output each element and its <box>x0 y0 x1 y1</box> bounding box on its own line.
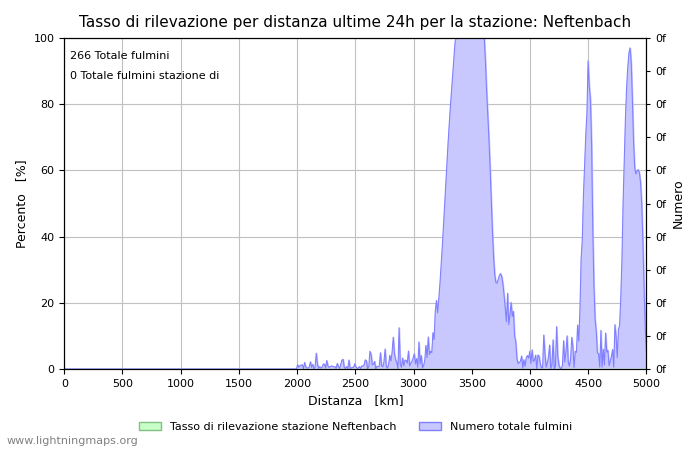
Y-axis label: Percento   [%]: Percento [%] <box>15 159 28 248</box>
Text: 266 Totale fulmini: 266 Totale fulmini <box>70 51 169 61</box>
Y-axis label: Numero: Numero <box>672 179 685 228</box>
Text: 0 Totale fulmini stazione di: 0 Totale fulmini stazione di <box>70 71 220 81</box>
Title: Tasso di rilevazione per distanza ultime 24h per la stazione: Neftenbach: Tasso di rilevazione per distanza ultime… <box>79 15 631 30</box>
Text: www.lightningmaps.org: www.lightningmaps.org <box>7 436 139 446</box>
Legend: Tasso di rilevazione stazione Neftenbach, Numero totale fulmini: Tasso di rilevazione stazione Neftenbach… <box>134 417 576 436</box>
X-axis label: Distanza   [km]: Distanza [km] <box>307 394 403 407</box>
